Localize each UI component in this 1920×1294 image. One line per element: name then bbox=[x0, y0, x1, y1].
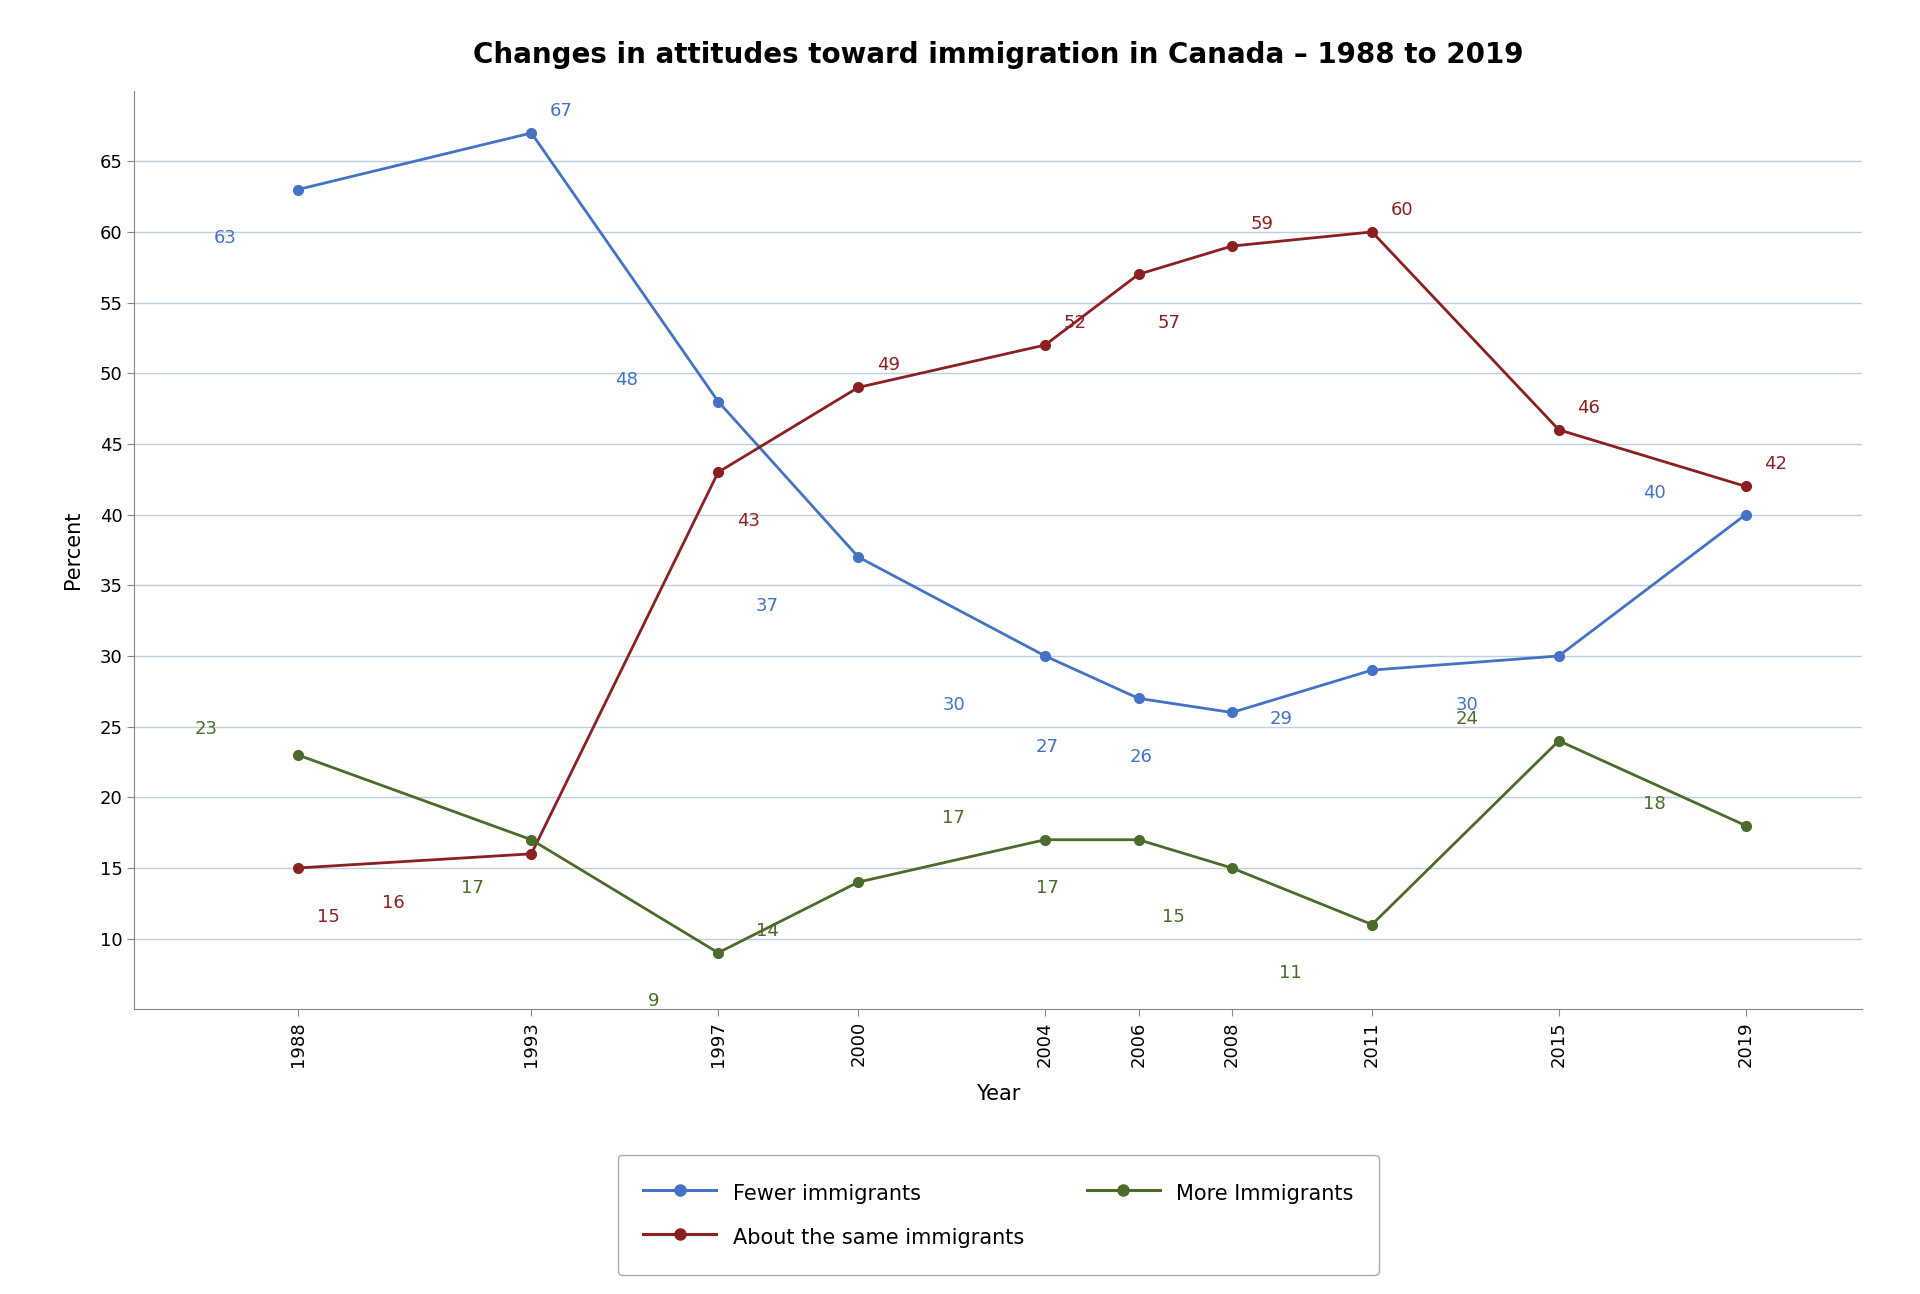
Text: 17: 17 bbox=[461, 880, 484, 898]
Text: 11: 11 bbox=[1279, 964, 1302, 982]
Text: 14: 14 bbox=[756, 921, 778, 939]
Text: 63: 63 bbox=[213, 229, 236, 247]
Text: 23: 23 bbox=[196, 719, 219, 738]
Text: 30: 30 bbox=[1455, 696, 1478, 714]
Text: 49: 49 bbox=[877, 356, 900, 374]
Text: 16: 16 bbox=[382, 894, 405, 911]
Text: 26: 26 bbox=[1129, 748, 1152, 766]
Legend: Fewer immigrants, About the same immigrants, More Immigrants: Fewer immigrants, About the same immigra… bbox=[618, 1156, 1379, 1275]
X-axis label: Year: Year bbox=[975, 1083, 1021, 1104]
Text: 43: 43 bbox=[737, 512, 760, 531]
Text: 57: 57 bbox=[1158, 314, 1181, 333]
Text: 24: 24 bbox=[1455, 710, 1478, 727]
Text: 29: 29 bbox=[1269, 710, 1292, 727]
Text: 46: 46 bbox=[1578, 399, 1601, 417]
Text: 42: 42 bbox=[1764, 455, 1788, 474]
Title: Changes in attitudes toward immigration in Canada – 1988 to 2019: Changes in attitudes toward immigration … bbox=[472, 41, 1524, 69]
Text: 37: 37 bbox=[756, 597, 778, 615]
Text: 17: 17 bbox=[943, 809, 966, 827]
Y-axis label: Percent: Percent bbox=[63, 511, 83, 589]
Text: 9: 9 bbox=[649, 992, 660, 1011]
Text: 48: 48 bbox=[616, 370, 637, 388]
Text: 60: 60 bbox=[1390, 201, 1413, 219]
Text: 15: 15 bbox=[317, 907, 340, 925]
Text: 40: 40 bbox=[1644, 484, 1667, 502]
Text: 15: 15 bbox=[1162, 907, 1185, 925]
Text: 27: 27 bbox=[1035, 738, 1058, 756]
Text: 17: 17 bbox=[1035, 880, 1058, 898]
Text: 18: 18 bbox=[1644, 795, 1667, 813]
Text: 30: 30 bbox=[943, 696, 966, 714]
Text: 52: 52 bbox=[1064, 314, 1087, 333]
Text: 59: 59 bbox=[1250, 215, 1273, 233]
Text: 67: 67 bbox=[549, 102, 572, 120]
